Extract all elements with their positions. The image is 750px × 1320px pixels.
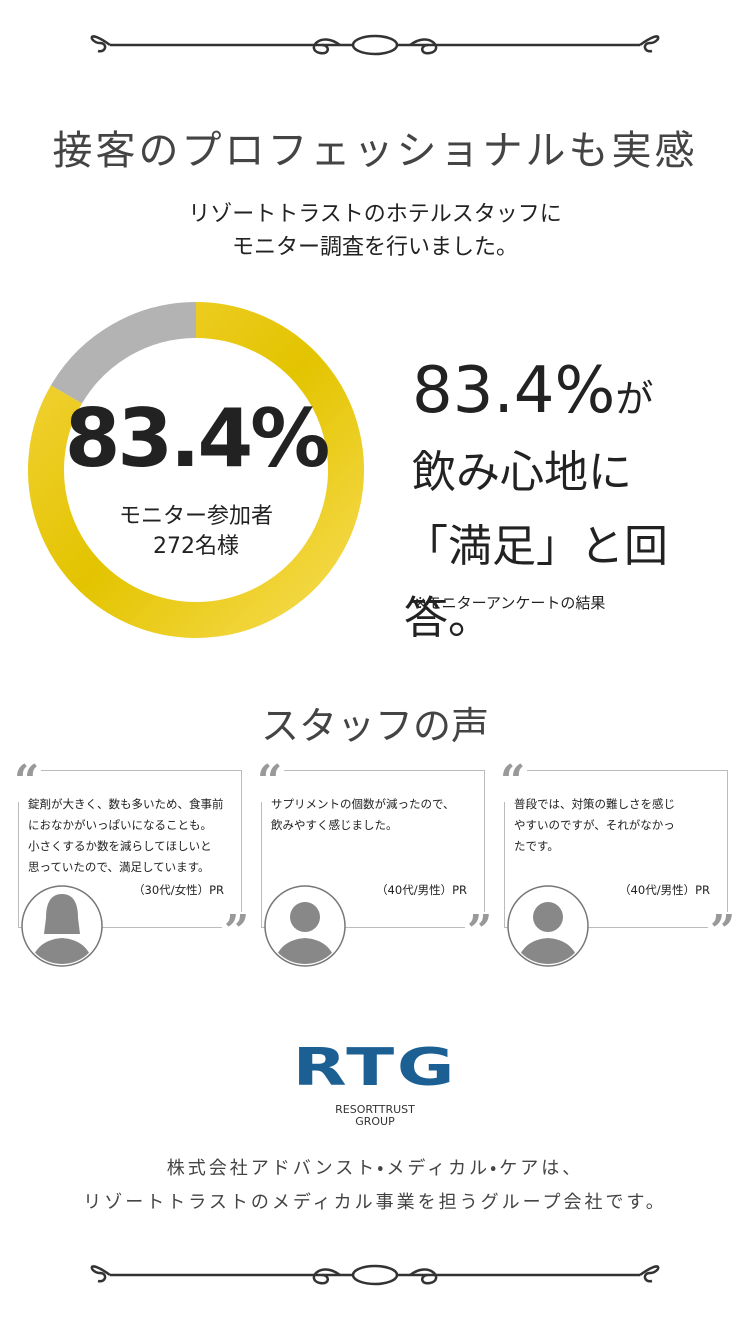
quote-close: ” xyxy=(465,906,495,957)
card-frame xyxy=(504,770,728,928)
subtitle: リゾートトラストのホテルスタッフに モニター調査を行いました。 xyxy=(0,198,750,264)
quote-open: “ xyxy=(498,756,528,807)
card-attribution: （40代/男性）PR xyxy=(376,883,467,897)
card-line: 飲みやすく感じました。 xyxy=(271,818,398,832)
logo-mark: RTG xyxy=(292,1038,458,1098)
card-line: たです。 xyxy=(514,839,559,853)
headline: 83.4%が 飲み心地に 「満足」と回答。 xyxy=(404,354,750,655)
voice-card: “” サプリメントの個数が減ったので、 飲みやすく感じました。 （40代/男性）PR xyxy=(253,760,495,967)
ornament xyxy=(90,34,660,56)
headline-text: 「満足」と回答。 xyxy=(404,521,668,644)
quote-close: ” xyxy=(708,906,738,957)
card-line: 普段では、対策の難しさを感じ xyxy=(514,797,675,811)
caption-line: モニター参加者 xyxy=(118,504,273,529)
footer-line: 株式会社アドバンスト・メディカル・ケアは、 xyxy=(166,1158,584,1179)
card-text: 錠剤が大きく、数も多いため、食事前 におなかがいっぱいになることも。 小さくするか数… xyxy=(28,794,238,878)
avatar xyxy=(264,885,346,967)
title: 接客のプロフェッショナルも実感 xyxy=(52,128,698,174)
card-attribution: （30代/女性）PR xyxy=(133,883,224,897)
voice-card: “” 錠剤が大きく、数も多いため、食事前 におなかがいっぱいになることも。 小さくする… xyxy=(10,760,252,967)
headline-text: 飲み心地に xyxy=(412,447,632,498)
section-title: スタッフの声 xyxy=(260,704,489,748)
logo-line: GROUP xyxy=(355,1115,395,1128)
footer: 株式会社アドバンスト・メディカル・ケアは、 リゾートトラストのメディカル事業を担… xyxy=(0,1152,750,1220)
subtitle-line: モニター調査を行いました。 xyxy=(231,235,518,260)
card-text: 普段では、対策の難しさを感じ やすいのですが、それがなかっ たです。 xyxy=(514,794,724,857)
headline-value: 83.4% xyxy=(412,354,616,428)
note: ※モニターアンケートの結果 xyxy=(414,594,606,612)
card-line: 小さくするか数を減らしてほしいと xyxy=(28,839,212,853)
logo: RTG RESORTTRUST GROUP xyxy=(0,1038,750,1128)
donut-arc xyxy=(28,302,364,638)
donut-caption: モニター参加者 272名様 xyxy=(28,502,364,562)
card-text: サプリメントの個数が減ったので、 飲みやすく感じました。 xyxy=(271,794,481,836)
donut-remainder xyxy=(50,302,197,404)
ornament xyxy=(90,1264,660,1286)
card-frame xyxy=(18,770,242,928)
donut-chart xyxy=(28,302,364,638)
subtitle-line: リゾートトラストのホテルスタッフに xyxy=(188,202,562,227)
headline-text: が xyxy=(615,377,654,421)
footer-line: リゾートトラストのメディカル事業を担うグループ会社です。 xyxy=(83,1192,667,1213)
card-line: やすいのですが、それがなかっ xyxy=(514,818,675,832)
quote-open: “ xyxy=(255,756,285,807)
avatar xyxy=(21,885,103,967)
caption-line: 272名様 xyxy=(153,534,239,559)
card-line: 錠剤が大きく、数も多いため、食事前 xyxy=(28,797,224,811)
quote-open: “ xyxy=(12,756,42,807)
card-line: サプリメントの個数が減ったので、 xyxy=(271,797,455,811)
card-frame xyxy=(261,770,485,928)
avatar xyxy=(507,885,589,967)
card-line: 思っていたので、満足しています。 xyxy=(28,860,210,874)
voice-card: “” 普段では、対策の難しさを感じ やすいのですが、それがなかっ たです。 （40代/男… xyxy=(496,760,738,967)
card-line: におなかがいっぱいになることも。 xyxy=(28,818,212,832)
card-attribution: （40代/男性）PR xyxy=(619,883,710,897)
donut-value: 83.4% xyxy=(64,392,331,485)
quote-close: ” xyxy=(222,906,252,957)
logo-line: RESORTTRUST xyxy=(335,1103,415,1116)
